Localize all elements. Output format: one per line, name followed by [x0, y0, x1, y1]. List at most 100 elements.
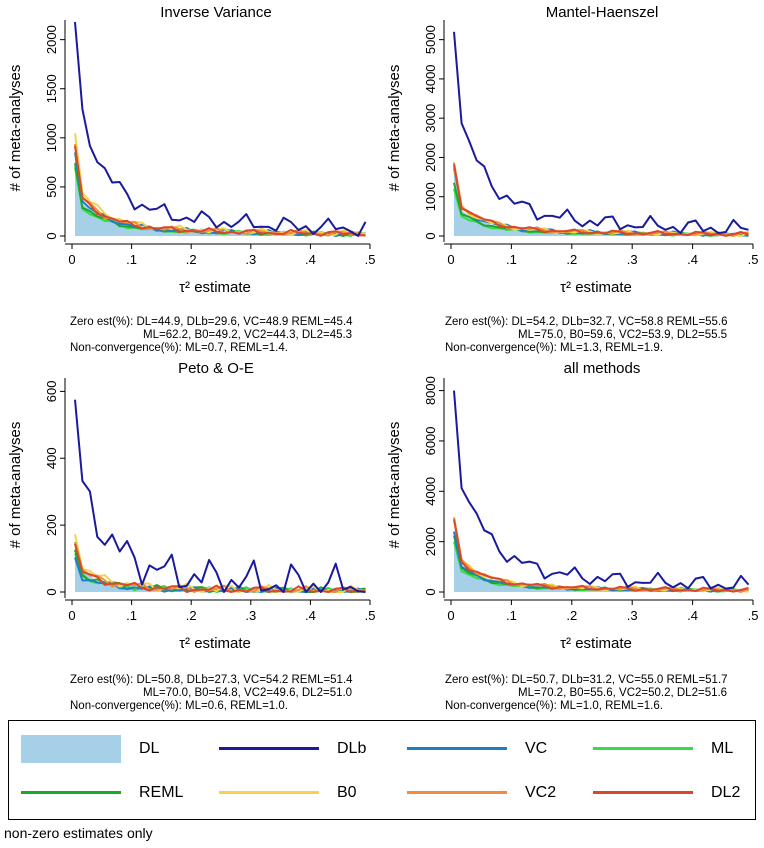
y-tick-label: 5000: [423, 25, 438, 54]
legend-label: DLb: [337, 740, 367, 757]
x-tick-label: .5: [365, 608, 376, 623]
series-DLb-line: [74, 399, 366, 593]
legend-label: B0: [337, 784, 357, 801]
y-tick-label: 0: [44, 232, 59, 239]
panel-title: Peto & O-E: [178, 360, 254, 377]
x-tick-label: .2: [186, 608, 197, 623]
panel-note: Zero est(%): DL=50.8, DLb=27.3, VC=54.2 …: [70, 674, 353, 686]
x-tick-label: 0: [447, 608, 454, 623]
y-axis-title: # of meta-analyses: [7, 422, 24, 549]
x-tick-label: .5: [365, 252, 376, 267]
y-tick-label: 600: [44, 381, 59, 403]
y-tick-label: 8000: [423, 376, 438, 405]
series-B0-line: [453, 517, 749, 593]
legend-swatch: [219, 791, 319, 794]
y-tick-label: 4000: [423, 477, 438, 506]
y-tick-label: 1000: [44, 123, 59, 152]
series-DL2-line: [74, 145, 366, 237]
chart-panel-3: Peto & O-E 0 200 400 600 0 .1 .2 .3 .4 .5 # of meta…: [7, 360, 375, 712]
legend: DL DLb VC ML REML B0 VC2 DL2: [8, 720, 756, 820]
x-tick-label: .5: [748, 608, 759, 623]
y-tick-label: 1500: [44, 74, 59, 103]
panel-title: all methods: [564, 360, 641, 377]
series-DLb-line: [74, 21, 367, 237]
series-DLb-line: [453, 31, 749, 235]
x-tick-label: .3: [245, 252, 256, 267]
legend-swatch: [21, 791, 121, 794]
panel-note: ML=70.0, B0=54.8, VC2=49.6, DL2=51.0: [143, 687, 352, 699]
x-axis-title: τ² estimate: [179, 635, 251, 652]
x-tick-label: .1: [126, 252, 137, 267]
series-DL2-line: [453, 164, 749, 237]
panel-title: Inverse Variance: [160, 4, 271, 21]
legend-swatch: [593, 791, 693, 794]
panel-note: Non-convergence(%): ML=0.7, REML=1.4.: [70, 342, 288, 354]
series-DL-area: [454, 174, 749, 236]
series-REML-line: [453, 535, 749, 593]
y-tick-label: 6000: [423, 426, 438, 455]
panel-note: ML=75.0, B0=59.6, VC2=53.9, DL2=55.5: [518, 329, 727, 341]
panel-note: Zero est(%): DL=44.9, DLb=29.6, VC=48.9 …: [70, 316, 353, 328]
y-tick-label: 0: [423, 232, 438, 239]
x-tick-label: .1: [126, 608, 137, 623]
y-tick-label: 0: [423, 588, 438, 595]
panel-note: ML=70.2, B0=55.6, VC2=50.2, DL2=51.6: [518, 687, 727, 699]
y-tick-label: 4000: [423, 64, 438, 93]
x-tick-label: 0: [447, 252, 454, 267]
legend-swatch: [21, 735, 121, 763]
series-REML-line: [453, 182, 749, 237]
panel-note: Zero est(%): DL=54.2, DLb=32.7, VC=58.8 …: [445, 316, 728, 328]
x-tick-label: 0: [68, 252, 75, 267]
chart-panel-4: all methods 0 2000 4000 6000 8000 0 .1 .2 .3 .4 .5 #…: [386, 360, 758, 712]
x-tick-label: .1: [506, 608, 517, 623]
y-tick-label: 2000: [423, 143, 438, 172]
x-tick-label: .1: [506, 252, 517, 267]
x-axis-title: τ² estimate: [179, 279, 251, 296]
y-axis-title: # of meta-analyses: [7, 65, 24, 192]
y-tick-label: 500: [44, 176, 59, 198]
x-axis-title: τ² estimate: [560, 635, 632, 652]
x-tick-label: .4: [305, 252, 316, 267]
series-DL2-line: [453, 519, 749, 593]
legend-swatch: [593, 747, 693, 750]
legend-label: ML: [711, 740, 734, 757]
series-DL-area: [74, 150, 366, 236]
x-tick-label: .2: [566, 608, 577, 623]
panel-note: Zero est(%): DL=50.7, DLb=31.2, VC=55.0 …: [445, 674, 728, 686]
panel-title: Mantel-Haenszel: [546, 4, 659, 21]
x-tick-label: 0: [68, 608, 75, 623]
legend-label: DL: [139, 740, 160, 757]
x-axis-title: τ² estimate: [560, 279, 632, 296]
y-tick-label: 2000: [44, 25, 59, 54]
legend-label: REML: [139, 784, 184, 801]
x-tick-label: .2: [566, 252, 577, 267]
chart-panel-1: Inverse Variance 0 500 1000 1500 2000 0 .1 .2 .3.…: [7, 4, 375, 354]
legend-swatch: [219, 747, 319, 750]
y-tick-label: 3000: [423, 104, 438, 133]
y-tick-label: 200: [44, 514, 59, 536]
x-tick-label: .4: [305, 608, 316, 623]
series-DL-area: [74, 545, 366, 592]
panel-note: Non-convergence(%): ML=1.3, REML=1.9.: [445, 342, 663, 354]
x-tick-label: .3: [627, 252, 638, 267]
legend-swatch: [407, 747, 507, 750]
series-DL2-line: [74, 543, 366, 593]
y-tick-label: 0: [44, 588, 59, 595]
series-DL-area: [454, 531, 749, 592]
panel-note: ML=62.2, B0=49.2, VC2=44.3, DL2=45.3: [143, 329, 352, 341]
x-tick-label: .2: [186, 252, 197, 267]
y-axis-title: # of meta-analyses: [386, 422, 403, 549]
panel-note: Non-convergence(%): ML=1.0, REML=1.6.: [445, 700, 663, 712]
y-axis-title: # of meta-analyses: [386, 65, 403, 192]
x-tick-label: .4: [687, 252, 698, 267]
footnote: non-zero estimates only: [4, 825, 153, 841]
legend-swatch: [407, 791, 507, 794]
x-tick-label: .3: [245, 608, 256, 623]
legend-label: VC2: [525, 784, 557, 801]
x-tick-label: .5: [748, 252, 759, 267]
y-tick-label: 2000: [423, 527, 438, 556]
y-tick-label: 400: [44, 447, 59, 469]
legend-label: VC: [525, 740, 548, 757]
y-tick-label: 1000: [423, 182, 438, 211]
